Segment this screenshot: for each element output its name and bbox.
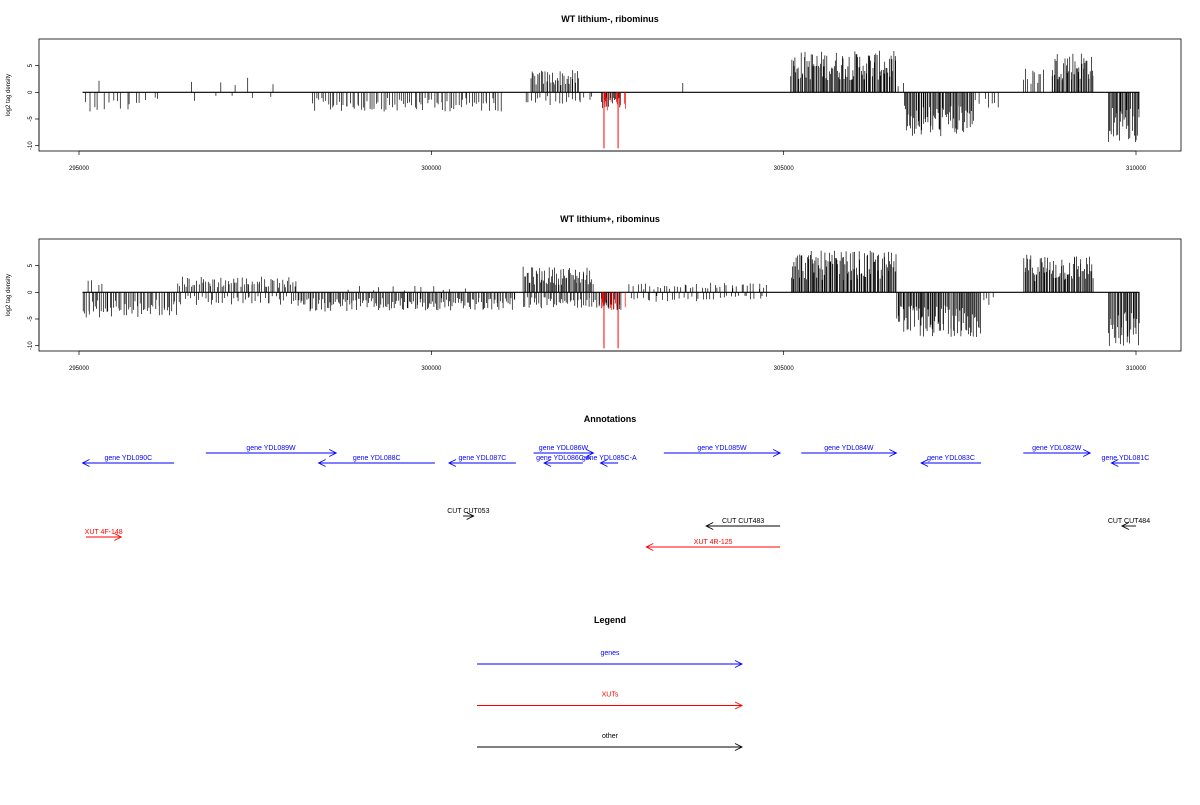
annotation-feature: gene YDL083C: [920, 455, 981, 467]
feature-label: gene YDL086C-A: [536, 455, 591, 462]
feature-arrow-arrowhead: [1082, 449, 1092, 457]
annotation-feature: CUT CUT483: [705, 518, 781, 530]
legend-label: XUTs: [602, 692, 619, 699]
x-axis: 295000 300000 305000 310000: [69, 150, 1147, 172]
legend-arrow-arrowhead: [734, 743, 744, 751]
feature-label: gene YDL089W: [246, 445, 296, 452]
annotation-feature: XUT 4F-148: [85, 529, 123, 541]
annotation-feature: gene YDL081C: [1102, 455, 1150, 467]
feature-arrow-arrowhead: [114, 533, 123, 541]
signal-bars: [82, 250, 1140, 349]
annotation-feature: gene YDL086W: [533, 445, 595, 457]
feature-arrow-arrowhead: [920, 459, 929, 467]
track-title: WT lithium+, ribominus: [560, 214, 660, 224]
feature-arrow-arrowhead: [466, 512, 475, 520]
annotation-features: gene YDL090C gene YDL089W gene YDL088C gene…: [81, 445, 1150, 551]
legend-entries: genes XUTs other: [477, 650, 744, 751]
feature-label: gene YDL085C-A: [582, 455, 637, 462]
x-tick-label: 295000: [69, 366, 90, 372]
legend-arrow-arrowhead: [734, 701, 744, 710]
annotations-title: Annotations: [584, 414, 637, 424]
x-tick-label: 300000: [421, 366, 442, 372]
signal-bars: [82, 50, 1140, 149]
feature-label: CUT CUT053: [447, 508, 489, 515]
y-tick-label: -10: [28, 341, 34, 350]
feature-label: gene YDL087C: [459, 455, 507, 462]
feature-arrow-arrowhead: [586, 449, 595, 457]
track-panel-lithium-minus: WT lithium-, ribominus log2 tag density …: [6, 14, 1182, 172]
feature-label: gene YDL081C: [1102, 455, 1150, 462]
x-tick-label: 300000: [421, 166, 442, 172]
y-tick-label: 0: [28, 90, 34, 94]
feature-label: gene YDL086W: [539, 445, 589, 452]
legend-entry: genes: [477, 650, 744, 668]
feature-label: gene YDL082W: [1032, 445, 1082, 452]
legend-panel: Legend genes XUTs other: [477, 615, 744, 751]
x-tick-label: 310000: [1126, 166, 1147, 172]
feature-arrow-arrowhead: [889, 449, 898, 457]
annotation-feature: gene YDL088C: [317, 455, 435, 467]
feature-label: XUT 4R-125: [694, 539, 733, 546]
legend-label: other: [602, 733, 619, 740]
annotation-feature: XUT 4R-125: [645, 539, 781, 551]
feature-arrow-arrowhead: [1110, 459, 1119, 467]
feature-arrow-arrowhead: [447, 459, 457, 467]
x-tick-label: 305000: [774, 166, 795, 172]
feature-label: gene YDL085W: [697, 445, 747, 452]
x-tick-label: 310000: [1126, 366, 1147, 372]
y-tick-label: -5: [28, 316, 34, 322]
y-tick-label: 0: [28, 290, 34, 294]
feature-arrow-arrowhead: [81, 459, 90, 467]
x-tick-label: 305000: [774, 366, 795, 372]
legend-label: genes: [600, 650, 620, 657]
annotation-feature: gene YDL085W: [663, 445, 782, 457]
x-tick-label: 295000: [69, 166, 90, 172]
y-axis-label: log2 tag density: [6, 274, 12, 316]
legend-arrow-arrowhead: [734, 660, 744, 668]
legend-title: Legend: [594, 615, 626, 625]
feature-arrow-arrowhead: [317, 459, 326, 467]
feature-label: gene YDL083C: [927, 455, 975, 462]
y-tick-label: 5: [28, 263, 34, 267]
annotation-feature: gene YDL082W: [1023, 445, 1092, 457]
y-tick-label: -10: [28, 141, 34, 150]
feature-arrow-arrowhead: [645, 543, 654, 551]
annotation-feature: gene YDL087C: [447, 455, 516, 467]
feature-label: CUT CUT484: [1108, 518, 1150, 525]
annotation-feature: CUT CUT484: [1108, 518, 1150, 530]
y-axis: 5 0 -5 -10: [28, 263, 40, 350]
legend-entry: other: [477, 733, 744, 751]
feature-arrow-arrowhead: [772, 449, 782, 457]
annotation-feature: CUT CUT053: [447, 508, 490, 520]
feature-arrow-arrowhead: [543, 459, 552, 467]
legend-entry: XUTs: [477, 692, 744, 710]
y-axis: 5 0 -5 -10: [28, 63, 40, 150]
annotation-feature: gene YDL090C: [81, 455, 175, 467]
feature-label: gene YDL090C: [104, 455, 152, 462]
feature-arrow-arrowhead: [705, 522, 714, 530]
y-axis-label: log2 tag density: [6, 74, 12, 116]
track-panel-lithium-plus: WT lithium+, ribominus log2 tag density …: [6, 214, 1182, 372]
feature-label: gene YDL088C: [353, 455, 401, 462]
feature-label: gene YDL084W: [824, 445, 874, 452]
annotation-feature: gene YDL089W: [205, 445, 338, 457]
feature-label: CUT CUT483: [722, 518, 764, 525]
track-title: WT lithium-, ribominus: [561, 14, 659, 24]
y-tick-label: 5: [28, 63, 34, 67]
annotation-feature: gene YDL084W: [801, 445, 898, 457]
feature-label: XUT 4F-148: [85, 529, 123, 536]
feature-arrow-arrowhead: [1120, 522, 1130, 530]
annotation-feature: gene YDL086C-A: [536, 455, 591, 467]
y-tick-label: -5: [28, 116, 34, 122]
feature-arrow-arrowhead: [329, 449, 338, 457]
x-axis: 295000 300000 305000 310000: [69, 350, 1147, 372]
annotation-feature: gene YDL085C-A: [582, 455, 637, 467]
feature-arrow-arrowhead: [599, 459, 608, 467]
